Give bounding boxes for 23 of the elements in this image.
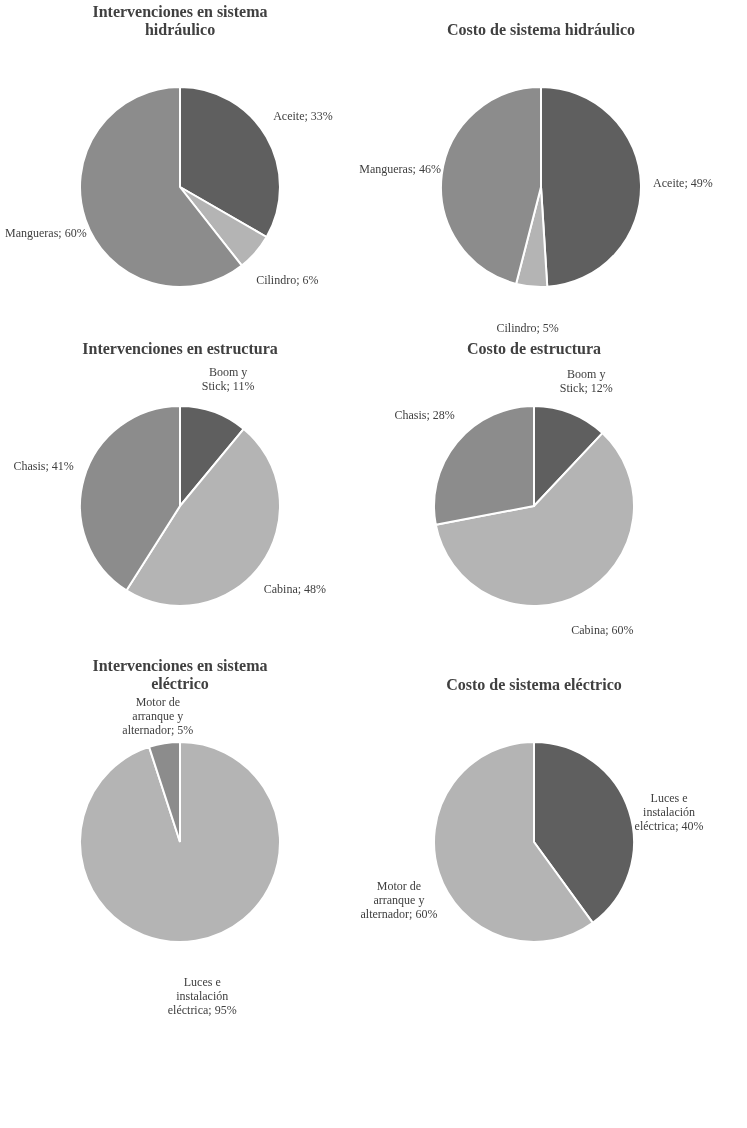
slice-label: Boom y Stick; 12%	[559, 366, 613, 395]
slice-label: Motor de arranque y alternador; 60%	[360, 878, 438, 921]
slice-label: Cabina; 60%	[571, 623, 634, 638]
chart-title: Intervenciones en estructura	[82, 340, 278, 357]
slice-label: Mangueras; 46%	[359, 162, 441, 177]
slice-label: Cilindro; 5%	[496, 321, 559, 336]
slice-label: Motor de arranque y alternador; 5%	[122, 694, 194, 737]
chart-title: Intervenciones en sistema hidráulico	[92, 3, 268, 38]
chart-title: Costo de sistema eléctrico	[446, 676, 622, 693]
slice-label: Boom y Stick; 11%	[201, 365, 255, 394]
chart-title: Costo de estructura	[466, 340, 602, 357]
slice-label: Luces e instalación eléctrica; 40%	[634, 791, 704, 834]
slice-label: Cilindro; 6%	[256, 272, 319, 287]
slice-label: Aceite; 49%	[653, 175, 713, 190]
slice-label: Aceite; 33%	[273, 109, 333, 123]
slice-label: Cabina; 48%	[263, 582, 327, 597]
slice-label: Chasis; 41%	[13, 459, 74, 474]
pie-slice	[79, 741, 281, 943]
slice-label: Luces e instalación eléctrica; 95%	[167, 975, 237, 1018]
chart-title: Costo de sistema hidráulico	[447, 21, 635, 38]
slice-label: Chasis; 28%	[394, 408, 455, 423]
chart-title: Intervenciones en sistema eléctrico	[92, 656, 268, 692]
slice-label: Mangueras; 60%	[4, 226, 87, 241]
